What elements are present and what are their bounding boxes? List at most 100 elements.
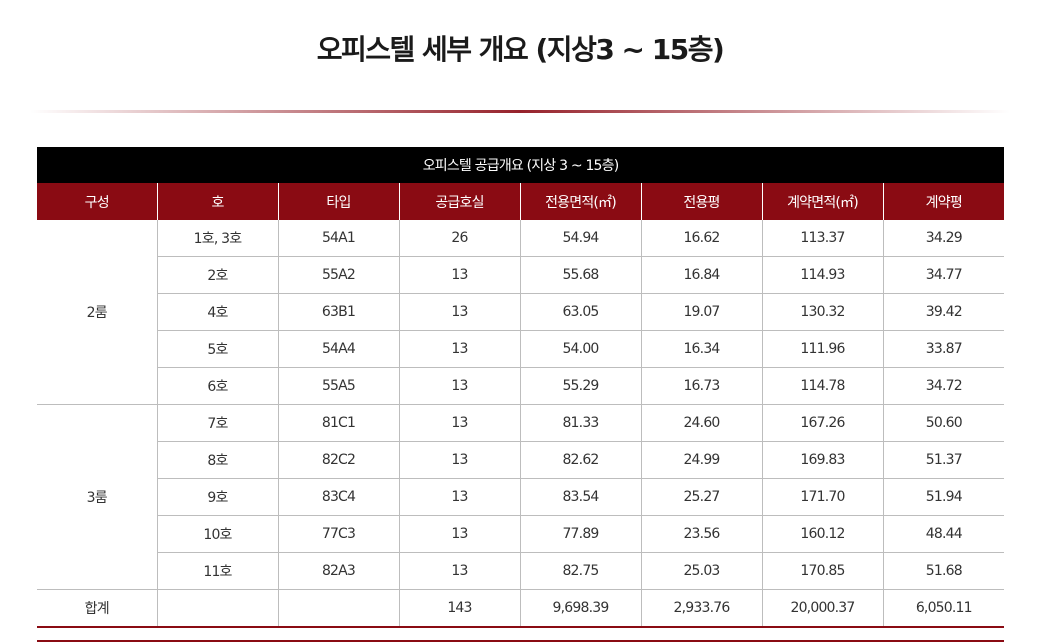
total-contract-pyeong-cell: 6,050.11	[882, 589, 1005, 628]
supply-count-cell: 26	[398, 220, 520, 257]
table-row: 8호 82C2 13 82.62 24.99 169.83 51.37	[37, 441, 1005, 479]
exclusive-area-cell: 82.62	[519, 441, 641, 479]
type-cell: 77C3	[277, 515, 399, 553]
page-title: 오피스텔 세부 개요 (지상3 ~ 15층)	[316, 33, 725, 66]
exclusive-area-cell: 77.89	[519, 515, 641, 553]
exclusive-pyeong-cell: 24.60	[640, 404, 762, 442]
supply-table: 오피스텔 공급개요 (지상 3 ~ 15층) 구성 호 타입 공급호실 전용면적…	[37, 147, 1005, 628]
table-row: 9호 83C4 13 83.54 25.27 171.70 51.94	[37, 478, 1005, 516]
type-cell: 82C2	[277, 441, 399, 479]
supply-count-cell: 13	[398, 293, 520, 331]
type-cell: 54A4	[277, 330, 399, 368]
table-row: 4호 63B1 13 63.05 19.07 130.32 39.42	[37, 293, 1005, 331]
exclusive-pyeong-cell: 23.56	[640, 515, 762, 553]
contract-pyeong-cell: 48.44	[882, 515, 1005, 553]
exclusive-pyeong-cell: 16.84	[640, 256, 762, 294]
group-label-cell: 2룸	[37, 220, 157, 405]
unit-cell: 6호	[156, 367, 278, 405]
table-bottom-line	[37, 640, 1004, 642]
exclusive-pyeong-cell: 19.07	[640, 293, 762, 331]
exclusive-area-cell: 54.94	[519, 220, 641, 257]
exclusive-pyeong-cell: 16.34	[640, 330, 762, 368]
unit-cell: 5호	[156, 330, 278, 368]
column-header-exclusive-pyeong: 전용평	[640, 183, 762, 220]
exclusive-pyeong-cell: 25.03	[640, 552, 762, 590]
supply-count-cell: 13	[398, 478, 520, 516]
total-exclusive-pyeong-cell: 2,933.76	[640, 589, 762, 628]
contract-area-cell: 167.26	[761, 404, 883, 442]
column-header-exclusive-area: 전용면적(㎡)	[519, 183, 641, 220]
table-row: 5호 54A4 13 54.00 16.34 111.96 33.87	[37, 330, 1005, 368]
column-header-contract-pyeong: 계약평	[882, 183, 1005, 220]
column-header-unit: 호	[156, 183, 278, 220]
unit-cell: 11호	[156, 552, 278, 590]
table-header-row: 구성 호 타입 공급호실 전용면적(㎡) 전용평 계약면적(㎡) 계약평	[37, 183, 1005, 220]
exclusive-pyeong-cell: 16.62	[640, 220, 762, 257]
total-contract-area-cell: 20,000.37	[761, 589, 883, 628]
table-row: 6호 55A5 13 55.29 16.73 114.78 34.72	[37, 367, 1005, 405]
exclusive-area-cell: 55.68	[519, 256, 641, 294]
type-cell: 55A2	[277, 256, 399, 294]
unit-cell: 8호	[156, 441, 278, 479]
type-cell: 55A5	[277, 367, 399, 405]
contract-pyeong-cell: 51.37	[882, 441, 1005, 479]
table-caption: 오피스텔 공급개요 (지상 3 ~ 15층)	[37, 147, 1005, 183]
contract-pyeong-cell: 34.77	[882, 256, 1005, 294]
type-cell: 54A1	[277, 220, 399, 257]
contract-pyeong-cell: 51.94	[882, 478, 1005, 516]
contract-area-cell: 111.96	[761, 330, 883, 368]
contract-area-cell: 130.32	[761, 293, 883, 331]
supply-count-cell: 13	[398, 367, 520, 405]
contract-area-cell: 169.83	[761, 441, 883, 479]
total-supply-count-cell: 143	[398, 589, 520, 628]
column-header-composition: 구성	[37, 183, 157, 220]
unit-cell: 10호	[156, 515, 278, 553]
supply-count-cell: 13	[398, 515, 520, 553]
type-cell: 63B1	[277, 293, 399, 331]
column-header-supply-count: 공급호실	[398, 183, 520, 220]
exclusive-pyeong-cell: 24.99	[640, 441, 762, 479]
unit-cell: 4호	[156, 293, 278, 331]
unit-cell: 9호	[156, 478, 278, 516]
contract-pyeong-cell: 39.42	[882, 293, 1005, 331]
table-row: 2호 55A2 13 55.68 16.84 114.93 34.77	[37, 256, 1005, 294]
exclusive-area-cell: 63.05	[519, 293, 641, 331]
exclusive-area-cell: 82.75	[519, 552, 641, 590]
total-type-cell	[277, 589, 399, 628]
table-body: 2룸 1호, 3호 54A1 26 54.94 16.62 113.37 34.29 2호 55A…	[37, 220, 1005, 628]
total-row: 합계 143 9,698.39 2,933.76 20,000.37 6,050.11	[37, 589, 1005, 628]
contract-area-cell: 113.37	[761, 220, 883, 257]
exclusive-area-cell: 55.29	[519, 367, 641, 405]
total-total-label-cell: 합계	[37, 589, 157, 628]
contract-pyeong-cell: 34.29	[882, 220, 1005, 257]
unit-cell: 2호	[156, 256, 278, 294]
supply-count-cell: 13	[398, 552, 520, 590]
supply-count-cell: 13	[398, 441, 520, 479]
supply-count-cell: 13	[398, 404, 520, 442]
unit-cell: 7호	[156, 404, 278, 442]
table-row: 11호 82A3 13 82.75 25.03 170.85 51.68	[37, 552, 1005, 590]
unit-cell: 1호, 3호	[156, 220, 278, 257]
group-label-cell: 3룸	[37, 404, 157, 590]
contract-area-cell: 171.70	[761, 478, 883, 516]
table-row: 2룸 1호, 3호 54A1 26 54.94 16.62 113.37 34.29	[37, 220, 1005, 405]
table-caption-row: 오피스텔 공급개요 (지상 3 ~ 15층)	[37, 147, 1005, 183]
type-cell: 83C4	[277, 478, 399, 516]
title-divider	[30, 110, 1010, 113]
contract-area-cell: 114.78	[761, 367, 883, 405]
column-header-type: 타입	[277, 183, 399, 220]
contract-area-cell: 114.93	[761, 256, 883, 294]
column-header-contract-area: 계약면적(㎡)	[761, 183, 883, 220]
supply-count-cell: 13	[398, 256, 520, 294]
type-cell: 82A3	[277, 552, 399, 590]
exclusive-area-cell: 54.00	[519, 330, 641, 368]
contract-pyeong-cell: 50.60	[882, 404, 1005, 442]
contract-area-cell: 170.85	[761, 552, 883, 590]
total-exclusive-area-cell: 9,698.39	[519, 589, 641, 628]
total-unit-cell	[156, 589, 278, 628]
contract-pyeong-cell: 51.68	[882, 552, 1005, 590]
contract-pyeong-cell: 34.72	[882, 367, 1005, 405]
table-row: 10호 77C3 13 77.89 23.56 160.12 48.44	[37, 515, 1005, 553]
exclusive-area-cell: 81.33	[519, 404, 641, 442]
exclusive-pyeong-cell: 16.73	[640, 367, 762, 405]
